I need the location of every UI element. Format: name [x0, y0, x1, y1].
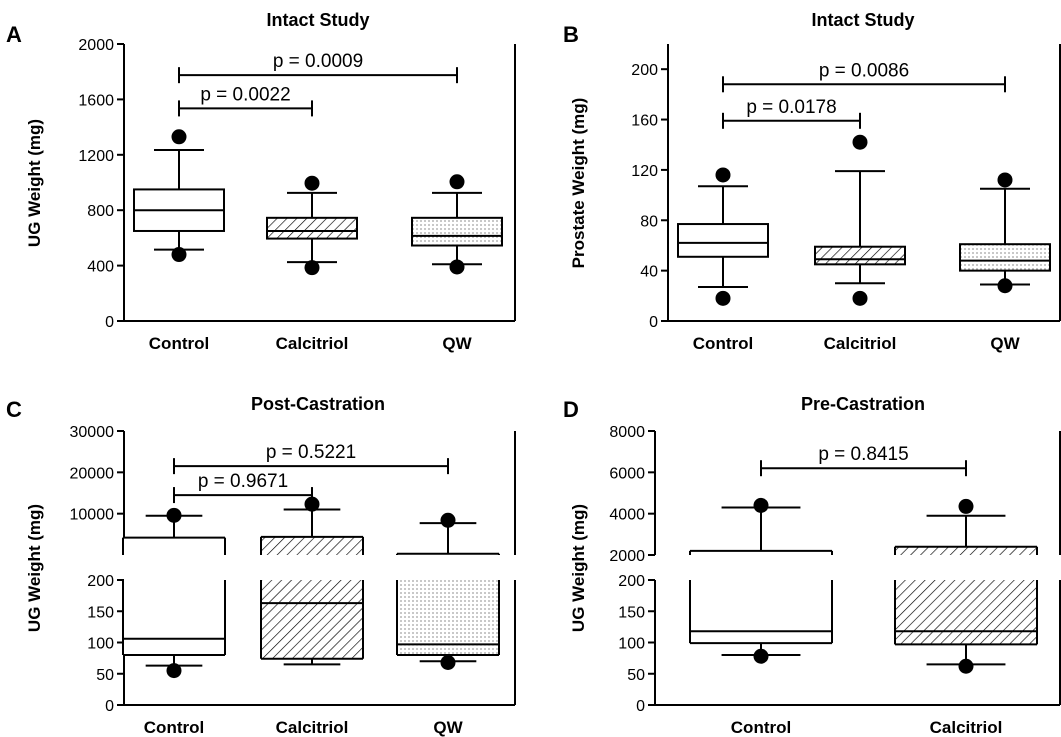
y-axis-label: UG Weight (mg)	[25, 504, 44, 632]
outlier-point	[997, 172, 1013, 188]
x-category-label: Calcitriol	[824, 334, 897, 353]
panel-a: A Intact Study UG Weight (mg) 0 400 800 120…	[6, 10, 516, 353]
x-category-label: QW	[442, 334, 472, 353]
y-tick-label: 10000	[70, 507, 115, 524]
y-tick-label: 200	[618, 573, 645, 590]
y-tick-label: 150	[87, 604, 114, 621]
outlier-point	[715, 290, 731, 306]
outlier-point	[449, 174, 465, 190]
chart-title: Intact Study	[811, 10, 914, 30]
panel-letter: A	[6, 22, 22, 47]
x-category-label: Calcitriol	[276, 718, 349, 737]
outlier-point	[958, 498, 974, 514]
y-tick-label: 150	[618, 604, 645, 621]
outlier-point	[753, 497, 769, 513]
x-category-label: Calcitriol	[930, 718, 1003, 737]
panel-letter: B	[563, 22, 579, 47]
box	[266, 216, 358, 240]
y-tick-label: 20000	[70, 465, 115, 482]
p-value-label: p = 0.9671	[198, 471, 288, 492]
y-tick-label: 100	[618, 636, 645, 653]
outlier-point	[171, 129, 187, 145]
y-axis-label: UG Weight (mg)	[25, 119, 44, 247]
y-tick-label: 0	[105, 698, 114, 715]
y-tick-label: 100	[87, 636, 114, 653]
outlier-point	[166, 663, 182, 679]
y-tick-label: 1200	[78, 148, 114, 165]
outlier-point	[715, 167, 731, 183]
box-lower	[261, 580, 363, 659]
p-value-label: p = 0.8415	[818, 444, 908, 465]
y-tick-label: 80	[640, 213, 658, 230]
outlier-point	[304, 175, 320, 191]
outlier-point	[449, 259, 465, 275]
box	[814, 245, 906, 266]
y-axis-label: Prostate Weight (mg)	[569, 98, 588, 269]
outlier-point	[171, 247, 187, 263]
box-upper	[895, 546, 1037, 555]
x-category-label: QW	[433, 718, 463, 737]
panel-d: D Pre-Castration UG Weight (mg) 0 50 100 15…	[563, 394, 1061, 737]
outlier-point	[852, 290, 868, 306]
panel-c: C Post-Castration UG Weight (mg) 0 50 100 1…	[6, 394, 516, 737]
y-tick-label: 6000	[609, 465, 645, 482]
x-category-label: Control	[149, 334, 209, 353]
box	[677, 223, 769, 258]
y-tick-label: 30000	[70, 424, 115, 441]
box-upper	[123, 537, 225, 555]
box-upper	[261, 536, 363, 555]
chart-title: Post-Castration	[251, 394, 385, 414]
panel-letter: C	[6, 397, 22, 422]
p-value-label: p = 0.0178	[746, 97, 836, 118]
outlier-point	[958, 658, 974, 674]
y-tick-label: 0	[636, 698, 645, 715]
outlier-point	[852, 134, 868, 150]
p-value-label: p = 0.0009	[273, 51, 363, 72]
outlier-point	[304, 496, 320, 512]
box-lower	[690, 580, 832, 644]
y-tick-label: 1600	[78, 92, 114, 109]
y-tick-label: 400	[87, 259, 114, 276]
x-category-label: Control	[144, 718, 204, 737]
y-tick-label: 40	[640, 264, 658, 281]
outlier-point	[997, 278, 1013, 294]
x-category-label: Control	[693, 334, 753, 353]
y-tick-label: 800	[87, 203, 114, 220]
box-lower	[397, 580, 499, 655]
outlier-point	[440, 655, 456, 670]
box	[411, 216, 503, 247]
y-tick-label: 50	[96, 667, 114, 684]
y-tick-label: 4000	[609, 507, 645, 524]
y-tick-label: 200	[87, 573, 114, 590]
panel-b: B Intact Study Prostate Weight (mg) 0 40 8…	[563, 10, 1061, 353]
x-category-label: Calcitriol	[276, 334, 349, 353]
outlier-point	[304, 260, 320, 276]
p-value-label: p = 0.5221	[266, 442, 356, 463]
x-category-label: QW	[990, 334, 1020, 353]
y-tick-label: 50	[627, 667, 645, 684]
y-tick-label: 120	[631, 163, 658, 180]
y-tick-label: 0	[105, 314, 114, 331]
y-tick-label: 2000	[609, 548, 645, 565]
p-value-label: p = 0.0022	[200, 84, 290, 105]
outlier-point	[166, 507, 182, 523]
box-upper	[690, 550, 832, 555]
p-value-label: p = 0.0086	[819, 60, 909, 81]
y-axis-label: UG Weight (mg)	[569, 504, 588, 632]
y-tick-label: 8000	[609, 424, 645, 441]
box-lower	[123, 580, 225, 655]
panel-letter: D	[563, 397, 579, 422]
y-tick-label: 2000	[78, 37, 114, 54]
y-tick-label: 200	[631, 62, 658, 79]
box-lower	[895, 580, 1037, 645]
outlier-point	[440, 512, 456, 528]
x-category-label: Control	[731, 718, 791, 737]
box	[959, 243, 1051, 272]
y-tick-label: 0	[649, 314, 658, 331]
chart-title: Intact Study	[266, 10, 369, 30]
chart-title: Pre-Castration	[801, 394, 925, 414]
outlier-point	[753, 648, 769, 664]
y-tick-label: 160	[631, 113, 658, 130]
